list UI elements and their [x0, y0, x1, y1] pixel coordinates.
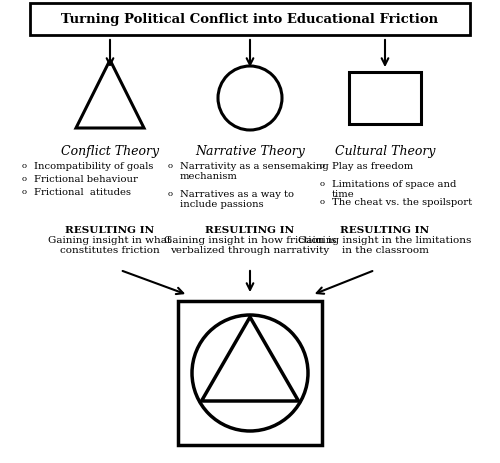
- Bar: [30, 4, 470, 36]
- Bar: [178, 301, 322, 445]
- Text: o: o: [320, 180, 325, 188]
- Text: Limitations of space and
time: Limitations of space and time: [332, 180, 456, 199]
- Text: Narratives as a way to
include passions: Narratives as a way to include passions: [180, 189, 294, 209]
- Text: Incompatibility of goals: Incompatibility of goals: [34, 162, 154, 171]
- Text: Play as freedom: Play as freedom: [332, 162, 413, 171]
- Text: Frictional  atitudes: Frictional atitudes: [34, 188, 131, 197]
- Bar: [349, 73, 421, 125]
- Text: The cheat vs. the spoilsport: The cheat vs. the spoilsport: [332, 198, 472, 206]
- Text: o: o: [320, 162, 325, 169]
- Text: o: o: [22, 162, 27, 169]
- Text: Narrative Theory: Narrative Theory: [195, 144, 305, 158]
- Text: Gaining insight in how friction is
verbalized through narrativity: Gaining insight in how friction is verba…: [164, 236, 336, 255]
- Text: RESULTING IN: RESULTING IN: [206, 225, 294, 234]
- Text: Gaining insight in the limitations
in the classroom: Gaining insight in the limitations in th…: [298, 236, 472, 255]
- Text: RESULTING IN: RESULTING IN: [340, 225, 430, 234]
- Text: RESULTING IN: RESULTING IN: [66, 225, 154, 234]
- Text: Cultural Theory: Cultural Theory: [335, 144, 435, 158]
- Text: Narrativity as a sensemaking
mechanism: Narrativity as a sensemaking mechanism: [180, 162, 329, 181]
- Text: Conflict Theory: Conflict Theory: [61, 144, 159, 158]
- Text: Turning Political Conflict into Educational Friction: Turning Political Conflict into Educatio…: [62, 13, 438, 26]
- Text: o: o: [22, 175, 27, 182]
- Text: Frictional behaviour: Frictional behaviour: [34, 175, 138, 184]
- Text: o: o: [22, 188, 27, 195]
- Text: o: o: [168, 189, 173, 198]
- Text: o: o: [168, 162, 173, 169]
- Text: o: o: [320, 198, 325, 206]
- Text: Gaining insight in what
constitutes friction: Gaining insight in what constitutes fric…: [48, 236, 172, 255]
